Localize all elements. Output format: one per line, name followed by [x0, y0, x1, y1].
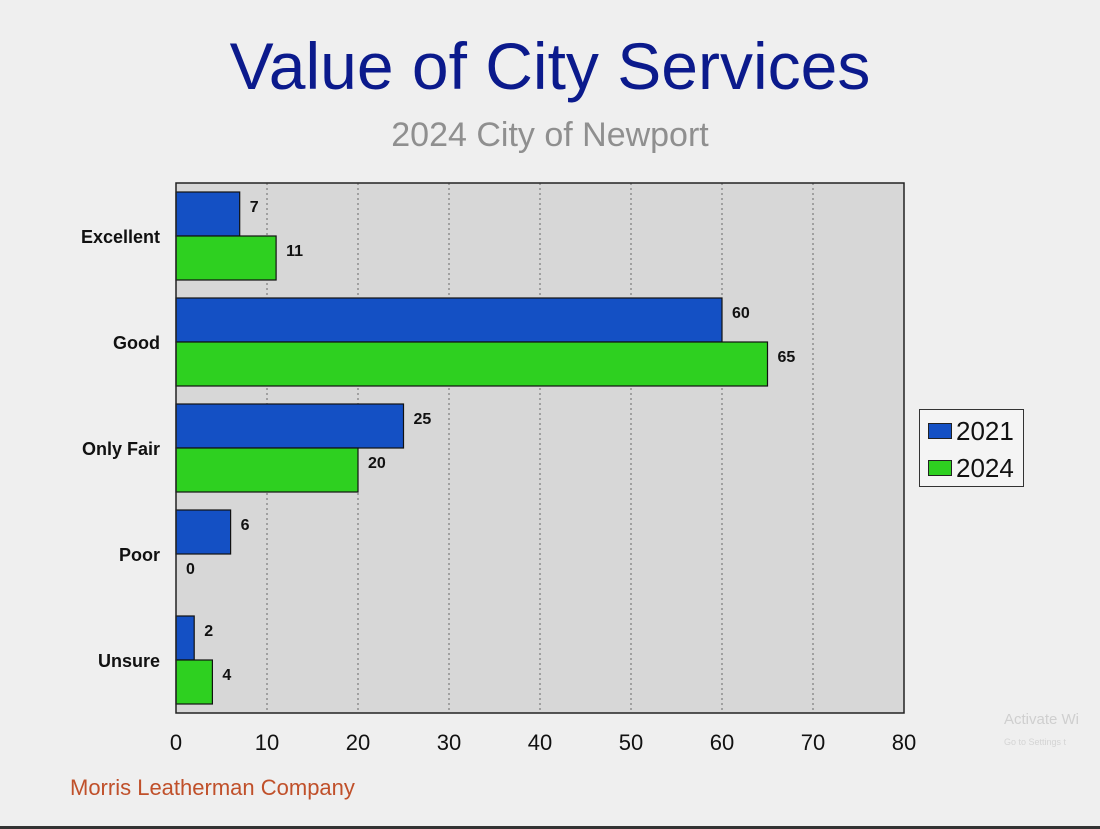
data-label: 20 [368, 455, 386, 472]
x-tick-label: 30 [437, 730, 461, 755]
data-label: 2 [204, 623, 213, 640]
x-tick-label: 20 [346, 730, 370, 755]
bar-2021 [175, 191, 241, 237]
bar-2021 [175, 297, 723, 343]
legend-item-2021: 2021 [928, 416, 1014, 446]
data-label: 0 [186, 561, 195, 578]
data-label: 65 [778, 349, 796, 366]
data-label: 6 [241, 517, 250, 534]
data-label: 25 [414, 411, 432, 428]
chart-subtitle: 2024 City of Newport [391, 116, 709, 154]
x-tick-label: 70 [801, 730, 825, 755]
x-tick-label: 50 [619, 730, 643, 755]
category-label: Only Fair [82, 439, 160, 459]
bar-2021 [175, 403, 405, 449]
category-label: Unsure [98, 651, 160, 671]
x-tick-label: 80 [892, 730, 916, 755]
category-label: Good [113, 333, 160, 353]
footer-source: Morris Leatherman Company [70, 775, 355, 800]
data-label: 7 [250, 199, 259, 216]
category-label: Poor [119, 545, 160, 565]
watermark-text: Activate Wi [1004, 711, 1080, 728]
x-tick-label: 0 [170, 730, 182, 755]
data-label: 60 [732, 305, 750, 322]
bar-2021 [175, 509, 232, 555]
watermark-subtext: Go to Settings t [1004, 737, 1067, 747]
bar-2024 [175, 447, 359, 493]
plot-frame [175, 182, 905, 714]
legend-label-2021: 2021 [956, 415, 1014, 446]
x-tick-label: 40 [528, 730, 552, 755]
legend: 2021 2024 [919, 409, 1024, 487]
bottom-border [0, 826, 1100, 829]
legend-swatch-2024 [928, 460, 952, 476]
legend-item-2024: 2024 [928, 453, 1014, 483]
legend-swatch-2021 [928, 423, 952, 439]
category-label: Excellent [81, 227, 160, 247]
x-tick-label: 10 [255, 730, 279, 755]
x-tick-label: 60 [710, 730, 734, 755]
data-label: 4 [222, 667, 231, 684]
chart-title: Value of City Services [229, 29, 871, 103]
bar-2024 [175, 341, 769, 387]
bar-2021 [175, 615, 195, 661]
bar-2024 [175, 235, 277, 281]
legend-label-2024: 2024 [956, 452, 1014, 483]
data-label: 11 [286, 243, 303, 260]
bar-2024 [175, 659, 214, 705]
